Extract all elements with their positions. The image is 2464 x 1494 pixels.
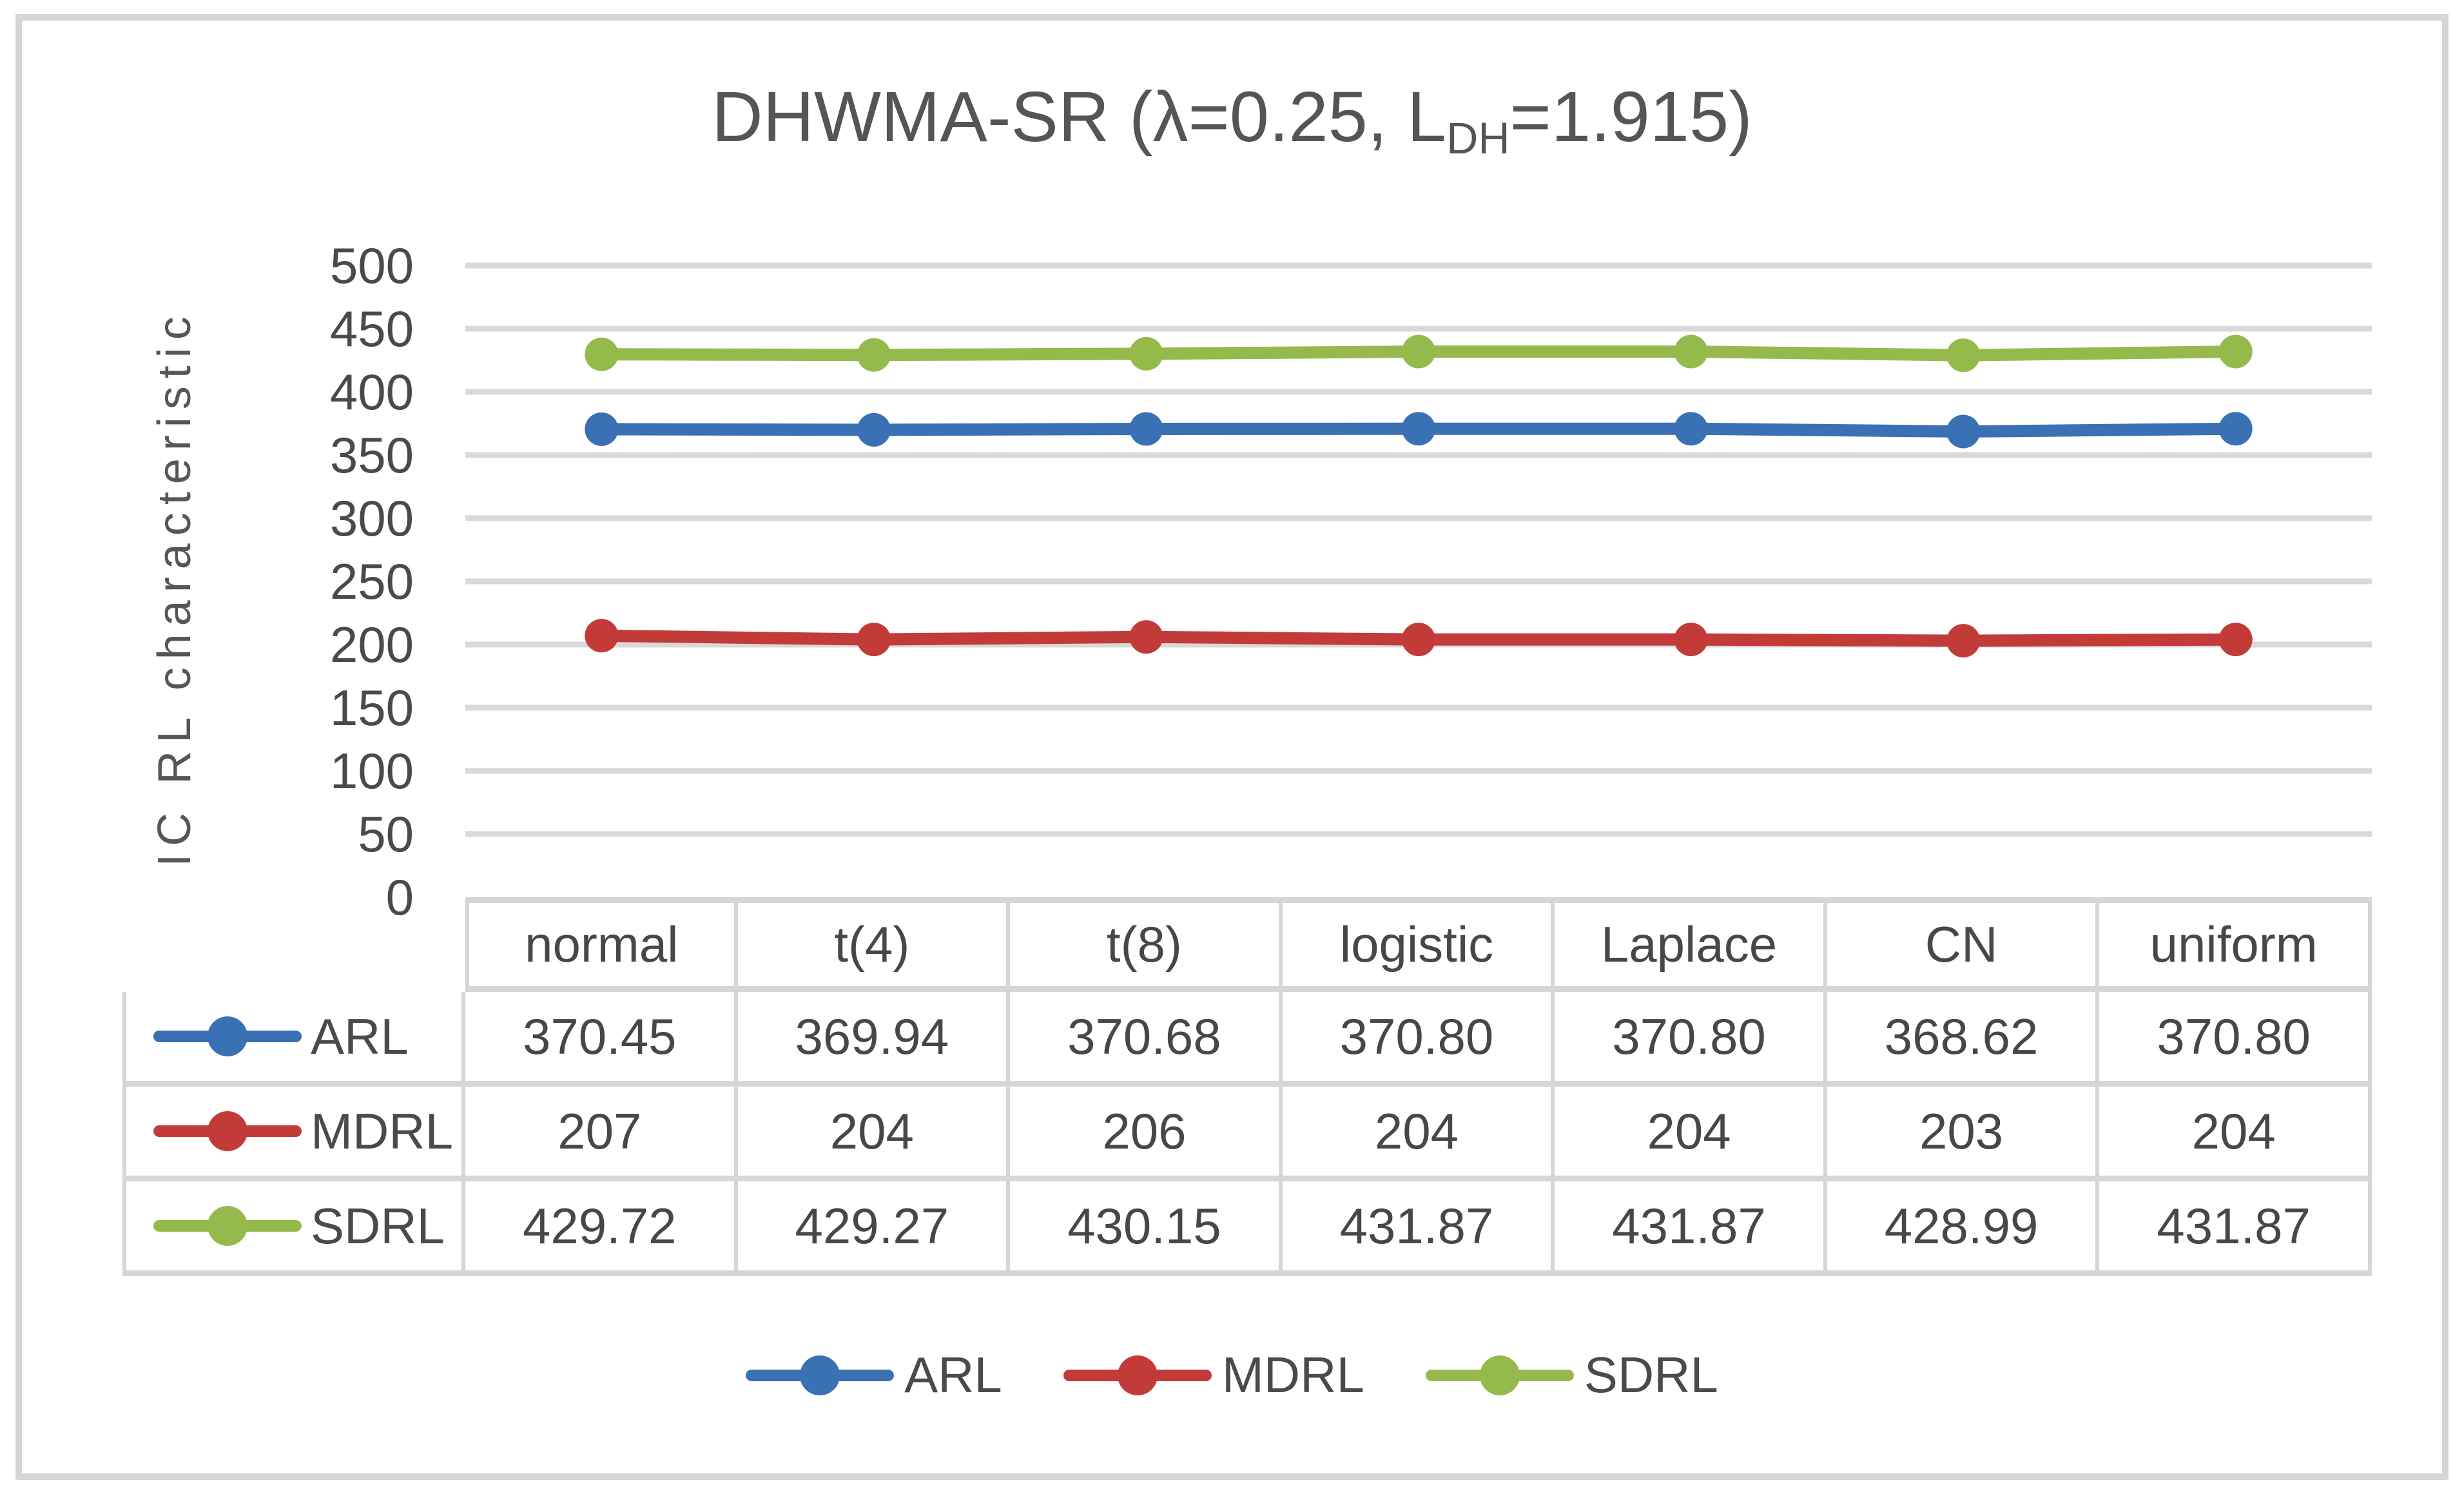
category-header-cell: t(4) xyxy=(737,897,1011,992)
data-point-marker xyxy=(1674,412,1708,446)
series-label: SDRL xyxy=(311,1197,445,1254)
legend-key-icon xyxy=(1425,1355,1574,1396)
category-header-cell: uniform xyxy=(2099,897,2372,992)
value-cell: 204 xyxy=(1555,1087,1827,1181)
y-tick-label: 500 xyxy=(329,237,414,294)
data-point-marker xyxy=(857,412,891,447)
data-point-marker xyxy=(1674,623,1708,657)
chart-title-text: DHWMA-SR (λ=0.25, L xyxy=(712,77,1447,157)
series-label: ARL xyxy=(311,1007,409,1065)
legend: ARL MDRL SDRL xyxy=(0,1346,2464,1404)
value-cell: 370.80 xyxy=(2099,992,2372,1087)
value-cell: 207 xyxy=(465,1087,738,1181)
value-cell: 369.94 xyxy=(737,992,1011,1087)
data-point-marker xyxy=(2218,623,2253,657)
value-cell: 429.27 xyxy=(737,1181,1011,1276)
value-cell: 206 xyxy=(1010,1087,1283,1181)
legend-key-dot xyxy=(208,1111,247,1151)
data-point-marker xyxy=(1129,336,1163,371)
y-tick-label: 250 xyxy=(329,553,414,610)
value-cell: 370.80 xyxy=(1282,992,1555,1087)
legend-key-icon xyxy=(153,1111,302,1152)
value-cell: 370.45 xyxy=(465,992,738,1087)
legend-key-icon xyxy=(1063,1355,1212,1396)
value-cell: 431.87 xyxy=(1555,1181,1827,1276)
value-cell: 429.72 xyxy=(465,1181,738,1276)
data-point-marker xyxy=(1402,412,1435,446)
chart-title-suffix: =1.915) xyxy=(1509,77,1752,157)
data-point-marker xyxy=(1129,620,1163,654)
legend-key-dot xyxy=(208,1206,247,1246)
value-cell: 204 xyxy=(737,1087,1011,1181)
category-header-cell: CN xyxy=(1827,897,2100,992)
table-corner-blank xyxy=(122,897,465,992)
series-label-cell: SDRL xyxy=(122,1181,465,1276)
data-point-marker xyxy=(1946,414,1981,449)
y-tick-label: 150 xyxy=(329,679,414,736)
category-header-cell: Laplace xyxy=(1555,897,1827,992)
legend-key-icon xyxy=(746,1355,895,1396)
data-point-marker xyxy=(857,623,891,657)
category-header-cell: normal xyxy=(465,897,738,992)
value-cell: 431.87 xyxy=(2099,1181,2372,1276)
data-point-marker xyxy=(857,338,891,372)
y-tick-label: 350 xyxy=(329,427,414,483)
value-cell: 370.80 xyxy=(1555,992,1827,1087)
chart-title: DHWMA-SR (λ=0.25, LDH=1.915) xyxy=(0,76,2464,164)
series-label: MDRL xyxy=(311,1102,454,1159)
value-cell: 204 xyxy=(2099,1087,2372,1181)
data-point-marker xyxy=(1402,623,1435,657)
data-point-marker xyxy=(2218,335,2253,369)
legend-label: ARL xyxy=(904,1346,1002,1403)
y-tick-label: 0 xyxy=(385,869,414,926)
data-point-marker xyxy=(1674,335,1708,369)
value-cell: 368.62 xyxy=(1827,992,2100,1087)
legend-key-dot xyxy=(800,1355,840,1395)
data-point-marker xyxy=(585,619,619,653)
legend-key-dot xyxy=(208,1016,247,1056)
legend-label: SDRL xyxy=(1584,1346,1718,1403)
data-point-marker xyxy=(2218,412,2253,446)
value-cell: 428.99 xyxy=(1827,1181,2100,1276)
y-tick-label: 100 xyxy=(329,742,414,799)
data-point-marker xyxy=(1946,624,1981,658)
legend-key-dot xyxy=(1117,1355,1158,1395)
value-cell: 431.87 xyxy=(1282,1181,1555,1276)
series-label-cell: ARL xyxy=(122,992,465,1087)
y-tick-label: 450 xyxy=(329,300,414,357)
legend-item: MDRL xyxy=(1063,1346,1364,1404)
data-point-marker xyxy=(1946,338,1981,373)
legend-item: SDRL xyxy=(1425,1346,1718,1404)
value-cell: 203 xyxy=(1827,1087,2100,1181)
data-point-marker xyxy=(1402,335,1435,369)
legend-label: MDRL xyxy=(1221,1346,1364,1403)
y-tick-label: 300 xyxy=(329,490,414,547)
y-tick-label: 50 xyxy=(358,806,414,862)
y-tick-label: 400 xyxy=(329,364,414,420)
legend-key-icon xyxy=(153,1016,302,1057)
data-point-marker xyxy=(585,412,619,446)
legend-key-icon xyxy=(153,1205,302,1247)
category-header-cell: logistic xyxy=(1282,897,1555,992)
data-point-marker xyxy=(585,337,619,371)
y-tick-label: 200 xyxy=(329,616,414,673)
data-table: normal t(4) t(8) logistic Laplace CN uniform AR… xyxy=(122,897,2372,1276)
value-cell: 204 xyxy=(1282,1087,1555,1181)
value-cell: 370.68 xyxy=(1010,992,1283,1087)
series-label-cell: MDRL xyxy=(122,1087,465,1181)
data-point-marker xyxy=(1129,412,1163,446)
chart-title-subscript: DH xyxy=(1446,114,1510,164)
value-cell: 430.15 xyxy=(1010,1181,1283,1276)
category-header-cell: t(8) xyxy=(1010,897,1283,992)
legend-key-dot xyxy=(1479,1355,1520,1395)
legend-item: ARL xyxy=(746,1346,1002,1404)
